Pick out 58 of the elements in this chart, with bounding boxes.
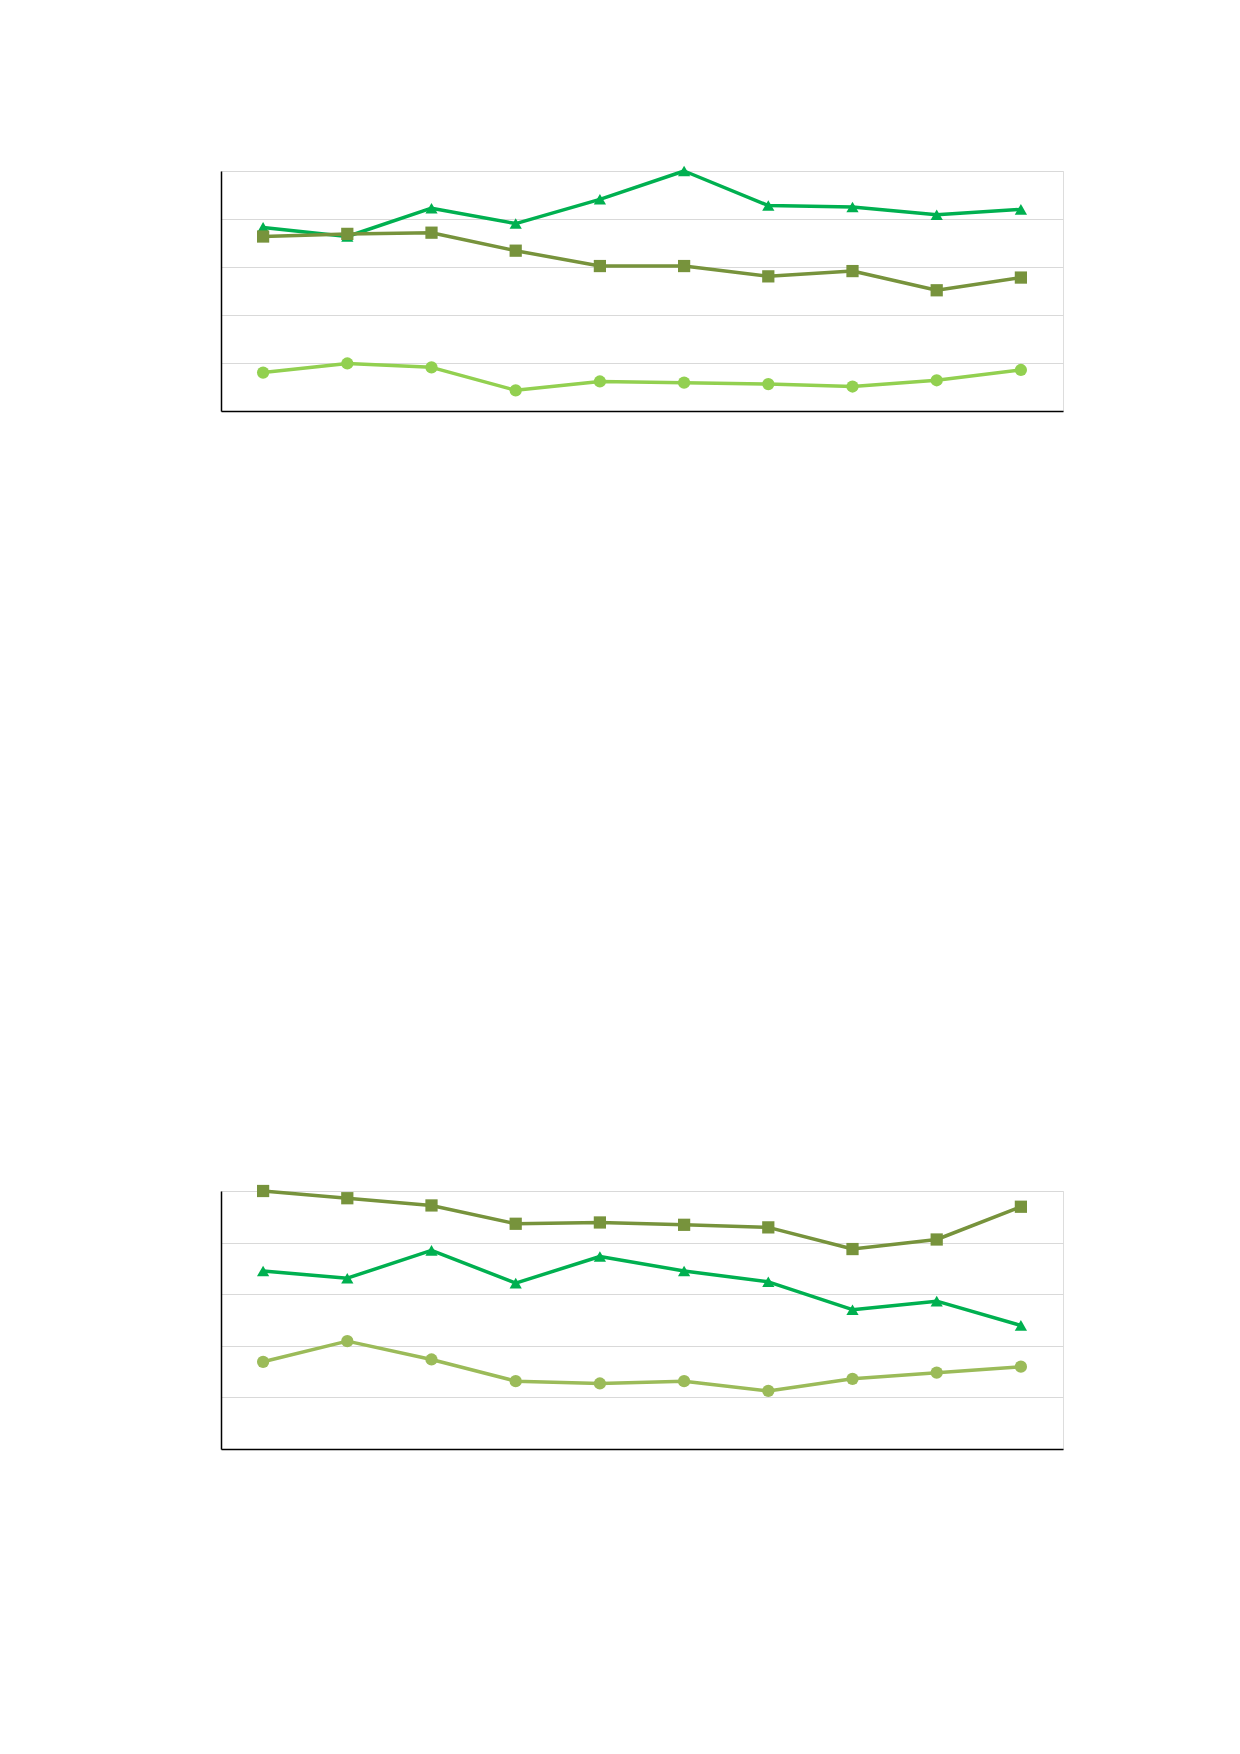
point [1014, 363, 1028, 377]
point [425, 226, 438, 239]
point [762, 270, 775, 283]
point [930, 284, 943, 297]
point [509, 1217, 522, 1230]
point [341, 227, 354, 240]
point [509, 1375, 522, 1388]
point [425, 202, 438, 214]
point [341, 1272, 354, 1284]
point [677, 259, 691, 273]
point [256, 230, 270, 243]
point [846, 1372, 859, 1385]
point [930, 209, 943, 220]
point [677, 1218, 691, 1231]
point [762, 1276, 775, 1288]
point [677, 376, 691, 389]
point [425, 1353, 438, 1366]
point [1014, 1320, 1028, 1331]
point [677, 1265, 691, 1277]
point [509, 384, 522, 397]
point [593, 194, 607, 205]
point [762, 1221, 775, 1234]
point [1014, 204, 1028, 215]
point [341, 357, 354, 370]
point [762, 200, 775, 211]
point [256, 366, 270, 379]
point [341, 1335, 354, 1348]
point [1014, 1360, 1028, 1373]
point [677, 165, 691, 177]
point [930, 1295, 943, 1307]
point [1014, 1200, 1028, 1213]
point [930, 1366, 943, 1379]
point [846, 1304, 859, 1315]
point [846, 380, 859, 393]
point [509, 244, 522, 257]
point [762, 378, 775, 391]
point [930, 1233, 943, 1246]
point [256, 1355, 270, 1368]
point [341, 1192, 354, 1205]
point [425, 1199, 438, 1212]
point [846, 264, 859, 278]
point [593, 259, 607, 273]
point [593, 375, 607, 388]
point [762, 1384, 775, 1398]
point [846, 201, 859, 213]
point [425, 1245, 438, 1256]
point [425, 361, 438, 374]
point [593, 1377, 607, 1390]
point [677, 1375, 691, 1388]
point [509, 1277, 522, 1289]
point [930, 374, 943, 387]
point [256, 1184, 270, 1198]
point [846, 1242, 859, 1256]
point [509, 218, 522, 229]
point [593, 1251, 607, 1262]
point [593, 1216, 607, 1229]
point [256, 1265, 270, 1277]
point [1014, 271, 1028, 284]
